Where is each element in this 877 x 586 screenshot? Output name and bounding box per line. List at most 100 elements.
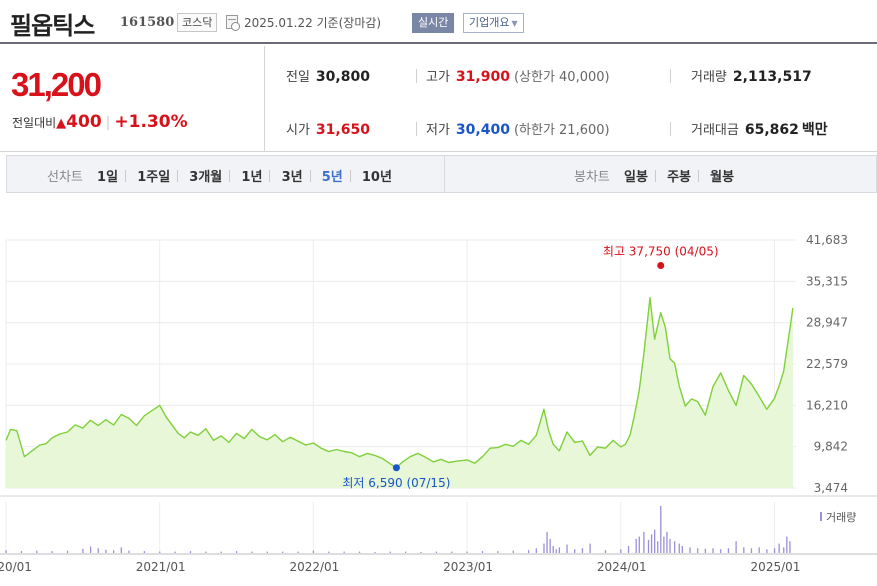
period-1d[interactable]: 1일 bbox=[97, 170, 119, 185]
volume-legend: 거래량 bbox=[826, 511, 856, 524]
volume-bar bbox=[589, 543, 591, 553]
change-label: 전일대비 bbox=[12, 116, 57, 130]
volume-bar bbox=[555, 549, 557, 553]
high-value: 31,900 bbox=[455, 69, 510, 85]
x-tick-label: 2021/01 bbox=[136, 560, 186, 574]
volume-bar bbox=[512, 550, 514, 553]
volume-bar bbox=[66, 550, 69, 553]
divider bbox=[670, 69, 671, 83]
y-tick-label: 22,579 bbox=[806, 357, 848, 371]
period-10y[interactable]: 10년 bbox=[361, 170, 392, 185]
volume-bar bbox=[789, 541, 791, 553]
divider bbox=[416, 122, 417, 136]
volume-bar bbox=[720, 549, 722, 553]
volume-bar bbox=[20, 551, 23, 553]
low-value: 30,400 bbox=[455, 122, 510, 138]
x-tick-label: 2022/01 bbox=[289, 560, 339, 574]
caret-down-icon: ▼ bbox=[511, 19, 518, 28]
volume-bar bbox=[681, 545, 683, 553]
volume-bar bbox=[535, 548, 537, 553]
current-price-box: 31,200 전일대비▲400 | +1.30% bbox=[0, 46, 265, 152]
volume-bar bbox=[669, 538, 671, 553]
volume-value: 2,113,517 bbox=[732, 69, 812, 85]
volume-bar bbox=[358, 551, 361, 553]
volume: 거래량 2,113,517 bbox=[691, 66, 812, 85]
candle-daily[interactable]: 일봉 bbox=[624, 170, 648, 185]
divider bbox=[125, 170, 127, 182]
volume-bar bbox=[112, 550, 115, 553]
volume-bar bbox=[497, 551, 499, 553]
volume-bar bbox=[735, 541, 737, 553]
prev-close-value: 30,800 bbox=[315, 69, 370, 85]
volume-bar bbox=[266, 551, 268, 553]
max-marker bbox=[657, 262, 665, 270]
volume-bar bbox=[673, 541, 676, 553]
volume-bar bbox=[604, 550, 607, 553]
lower-limit: (하한가 21,600) bbox=[513, 123, 610, 138]
period-5y[interactable]: 5년 bbox=[321, 170, 343, 185]
volume-bar bbox=[251, 551, 253, 553]
y-tick-label: 35,315 bbox=[806, 274, 848, 288]
volume-bar bbox=[786, 536, 788, 553]
divider bbox=[229, 170, 231, 182]
period-3m[interactable]: 3개월 bbox=[189, 170, 223, 185]
line-chart-periods: 선차트 1일 1주일 3개월 1년 3년 5년 10년 bbox=[47, 166, 392, 185]
volume-bar bbox=[36, 550, 38, 553]
company-overview-button[interactable]: 기업개요 ▼ bbox=[463, 13, 524, 33]
volume-bar bbox=[712, 548, 714, 553]
volume-bar bbox=[743, 547, 745, 553]
volume-bar bbox=[638, 536, 640, 553]
candle-monthly[interactable]: 월봉 bbox=[710, 170, 735, 185]
volume-bar bbox=[704, 548, 707, 553]
volume-bar bbox=[220, 551, 222, 553]
x-tick-label: 2020/01 bbox=[0, 560, 32, 574]
divider bbox=[416, 69, 417, 83]
quote-date: 2025.01.22 기준(장마감) bbox=[244, 16, 382, 30]
up-triangle-icon: ▲ bbox=[56, 116, 67, 131]
volume-bar bbox=[643, 531, 645, 553]
volume-bar bbox=[527, 550, 530, 553]
volume-bar bbox=[328, 551, 330, 553]
volume-bar bbox=[235, 551, 238, 553]
volume-bar bbox=[97, 548, 99, 553]
divider bbox=[309, 170, 311, 182]
upper-limit: (상한가 40,000) bbox=[513, 70, 610, 85]
volume-bar bbox=[581, 548, 584, 553]
divider bbox=[177, 170, 179, 182]
divider bbox=[654, 170, 656, 182]
period-1y[interactable]: 1년 bbox=[241, 170, 263, 185]
volume-bar bbox=[435, 551, 438, 553]
prev-close: 전일 30,800 bbox=[286, 66, 370, 85]
volume-bar bbox=[374, 552, 376, 553]
open-value: 31,650 bbox=[315, 122, 370, 138]
divider bbox=[670, 122, 671, 136]
change-amount: 400 bbox=[66, 112, 102, 132]
volume-bar bbox=[635, 538, 637, 553]
volume-bar bbox=[481, 551, 484, 553]
volume-bar bbox=[558, 547, 561, 553]
volume-bar bbox=[660, 506, 662, 553]
volume-label: 거래량 bbox=[691, 70, 727, 85]
volume-bar bbox=[647, 539, 650, 553]
volume-bar bbox=[627, 545, 630, 553]
volume-bar bbox=[343, 551, 345, 553]
change-percent: +1.30% bbox=[114, 112, 188, 132]
candle-weekly[interactable]: 주봉 bbox=[667, 170, 692, 185]
trade-value-unit: 백만 bbox=[801, 122, 828, 138]
volume-bar bbox=[282, 551, 284, 553]
price-line bbox=[5, 297, 794, 469]
max-annotation: 최고 37,750 (04/05) bbox=[603, 245, 719, 259]
min-annotation: 최저 6,590 (07/15) bbox=[342, 476, 450, 490]
realtime-button[interactable]: 실시간 bbox=[412, 13, 455, 33]
company-overview-label: 기업개요 bbox=[469, 16, 510, 29]
y-tick-label: 16,210 bbox=[806, 398, 848, 412]
high: 고가 31,900 (상한가 40,000) bbox=[426, 66, 610, 85]
period-1w[interactable]: 1주일 bbox=[137, 170, 171, 185]
open-label: 시가 bbox=[286, 123, 310, 138]
trade-value-label: 거래대금 bbox=[691, 123, 739, 138]
period-3y[interactable]: 3년 bbox=[281, 170, 303, 185]
volume-bar bbox=[128, 550, 130, 553]
volume-bar bbox=[666, 531, 668, 553]
volume-bar bbox=[451, 551, 453, 553]
volume-bar bbox=[663, 536, 665, 553]
